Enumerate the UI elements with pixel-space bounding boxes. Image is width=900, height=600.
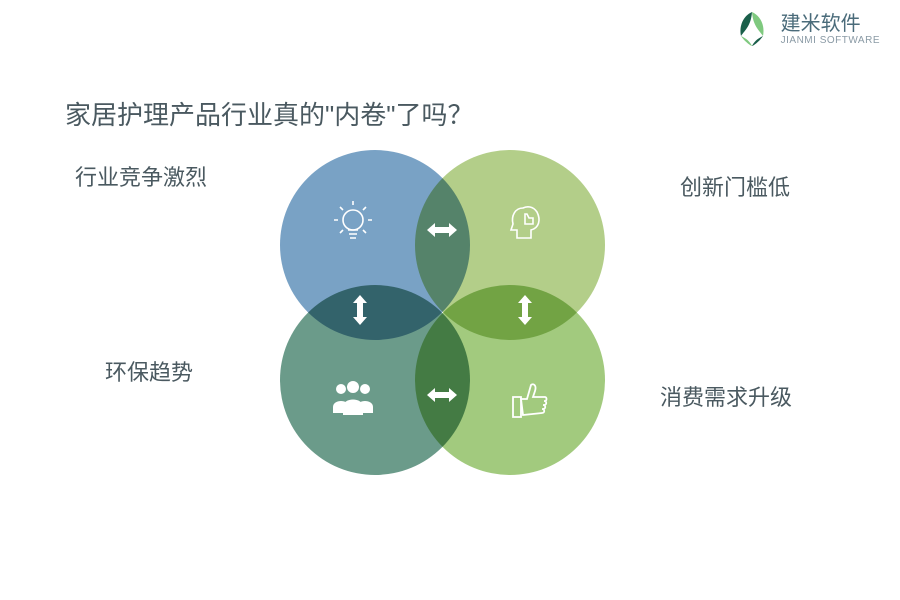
label-competition: 行业竞争激烈 [75,160,207,192]
lightbulb-icon [328,198,378,248]
arrow-v-right-icon [515,293,535,327]
label-demand: 消费需求升级 [660,380,792,412]
brand-name-en: JIANMI SOFTWARE [781,35,880,46]
thumbs-up-icon [505,375,555,425]
page-title: 家居护理产品行业真的"内卷"了吗？ [65,95,473,132]
label-innovation: 创新门槛低 [680,170,790,202]
leaf-icon [731,8,773,50]
venn-diagram [280,150,620,490]
head-thumb-icon [505,198,555,248]
people-icon [328,375,378,425]
arrow-h-top-icon [425,220,459,240]
brand-name-cn: 建米软件 [781,13,880,35]
arrow-v-left-icon [350,293,370,327]
label-eco: 环保趋势 [105,355,193,387]
arrow-h-bottom-icon [425,385,459,405]
brand-logo: 建米软件 JIANMI SOFTWARE [731,8,880,50]
